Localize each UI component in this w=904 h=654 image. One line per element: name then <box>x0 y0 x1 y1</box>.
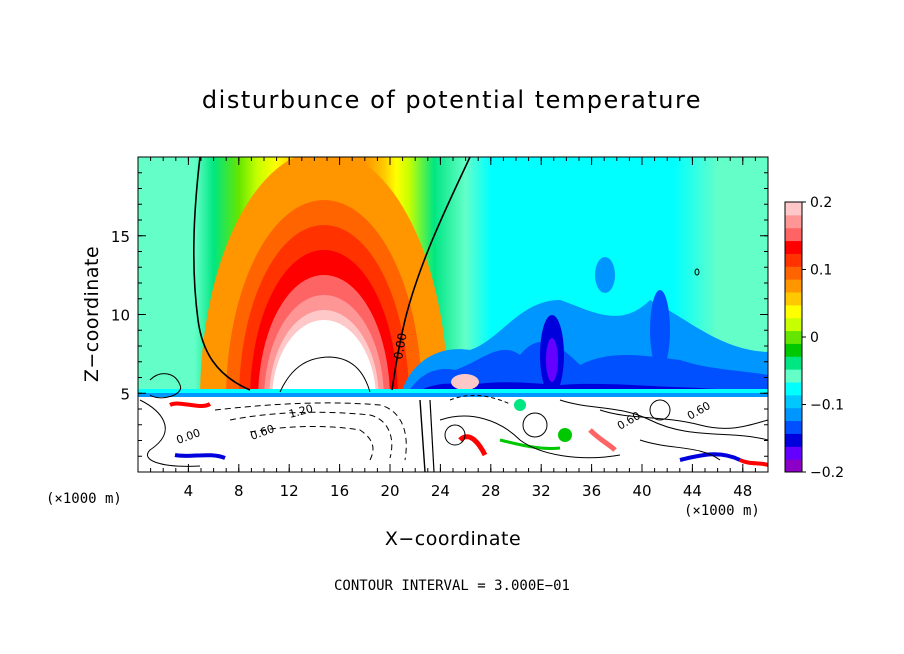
boundary-layer <box>138 397 768 472</box>
x-unit-label-right: (×1000 m) <box>684 503 760 519</box>
boundary-streak <box>739 458 768 467</box>
y-axis: 5 10 15 <box>111 156 768 473</box>
boundary-edge <box>138 389 768 393</box>
x-tick-label: 24 <box>431 482 450 500</box>
boundary-spot <box>514 399 526 411</box>
colorbar-swatch <box>785 279 802 293</box>
contour-line <box>249 425 374 461</box>
boundary-streak <box>169 401 212 408</box>
colorbar: 0.2 0.1 0 −0.1 −0.2 <box>784 195 844 481</box>
x-tick-label: 44 <box>683 482 702 500</box>
contour-line <box>149 373 182 399</box>
contour-line <box>419 399 426 472</box>
contour-line <box>139 399 201 467</box>
colorbar-tick-label: 0.2 <box>810 195 832 211</box>
chart-title: disturbunce of potential temperature <box>201 86 703 114</box>
x-tick-label: 8 <box>234 482 244 500</box>
colorbar-swatch <box>785 343 802 357</box>
colorbar-swatch <box>785 407 802 422</box>
contour-loop <box>522 412 548 438</box>
colorbar-swatch <box>785 433 802 447</box>
boundary-streak <box>588 428 617 452</box>
colorbar-swatch <box>785 330 802 344</box>
cold-patch <box>451 374 479 390</box>
colorbar-swatch <box>785 394 802 409</box>
contour-loop <box>444 424 466 446</box>
boundary-streak <box>458 434 488 457</box>
x-tick-label: 28 <box>481 482 500 500</box>
contour-label: 1.20 <box>287 402 314 421</box>
contour-line <box>391 157 471 391</box>
cold-column <box>650 290 670 370</box>
y-tick-label: 10 <box>111 307 130 325</box>
x-tick-label: 12 <box>280 482 299 500</box>
colorbar-swatch <box>785 240 802 254</box>
colorbar-swatch <box>785 317 802 332</box>
colorbar-swatch <box>785 266 802 280</box>
contour-loop <box>649 399 671 421</box>
x-tick-label: 16 <box>330 482 349 500</box>
cold-patch <box>595 257 615 293</box>
x-axis: 4 8 12 16 20 24 28 32 36 40 44 48 <box>137 157 769 500</box>
contour-line <box>439 415 621 459</box>
contour-line <box>229 411 393 459</box>
contour-line <box>449 394 511 405</box>
colorbar-tick-label: −0.1 <box>810 398 844 414</box>
contour-line <box>192 157 251 391</box>
x-tick-label: 32 <box>532 482 551 500</box>
boundary-edge <box>138 393 768 397</box>
colorbar-swatch <box>785 292 802 306</box>
colorbar-swatch <box>785 227 802 242</box>
colorbar-tick-label: −0.2 <box>810 465 844 481</box>
x-axis-label: X−coordinate <box>384 528 522 550</box>
boundary-streak <box>174 453 226 460</box>
boundary-spot <box>558 428 572 442</box>
y-tick-label: 5 <box>120 385 130 403</box>
colorbar-swatch <box>785 356 802 370</box>
contour-line <box>214 402 407 461</box>
contour-label: 0.00 <box>391 332 409 361</box>
x-tick-label: 4 <box>184 482 194 500</box>
cold-column <box>546 338 558 382</box>
colorbar-swatch <box>785 369 802 383</box>
colorbar-swatch <box>785 420 802 434</box>
x-tick-label: 40 <box>632 482 651 500</box>
contour-interval-note: CONTOUR INTERVAL = 3.000E−01 <box>333 578 570 594</box>
x-tick-label: 36 <box>582 482 601 500</box>
colorbar-swatch <box>785 382 802 396</box>
contour-line <box>429 399 435 472</box>
heatmap-field <box>138 157 768 472</box>
contour-line <box>639 439 721 461</box>
colorbar-swatch <box>785 214 802 229</box>
contour-line <box>279 356 371 393</box>
colorbar-swatch <box>785 459 802 473</box>
contour-line <box>559 399 768 441</box>
contour-loop <box>694 268 700 276</box>
x-tick-label: 48 <box>733 482 752 500</box>
x-tick-label: 20 <box>380 482 399 500</box>
colorbar-tick-label: 0.1 <box>810 263 832 279</box>
y-axis-label: Z−coordinate <box>81 245 103 383</box>
x-unit-label-left: (×1000 m) <box>46 491 122 507</box>
colorbar-swatch <box>785 446 802 460</box>
colorbar-swatch <box>785 304 802 319</box>
colorbar-tick-label: 0 <box>810 330 819 346</box>
contour-line <box>599 409 768 429</box>
colorbar-swatch <box>785 202 802 216</box>
colorbar-swatch <box>785 253 802 267</box>
y-tick-label: 15 <box>111 228 130 246</box>
